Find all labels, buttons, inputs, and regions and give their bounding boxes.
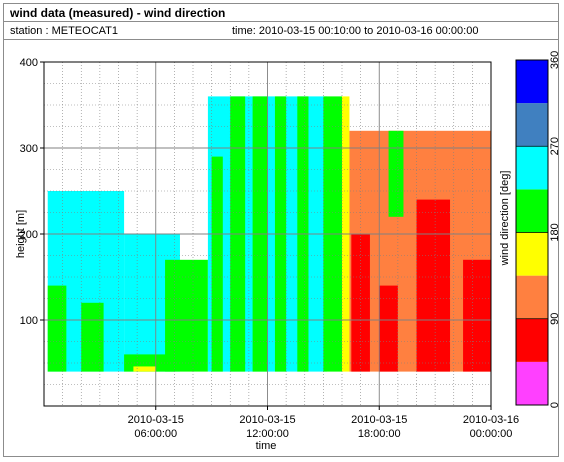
title-bar: wind data (measured) - wind direction — [4, 4, 558, 22]
colorbar-bin-6 — [516, 103, 548, 147]
colorbar-label: wind direction [deg] — [499, 171, 511, 267]
colorbar-tick-label: 360 — [549, 51, 561, 69]
heatmap-cell-19 — [416, 199, 451, 372]
x-tick-label-date: 2010-03-15 — [128, 414, 184, 426]
heatmap-cell-5 — [165, 259, 208, 372]
colorbar-tick-label: 180 — [549, 223, 561, 241]
y-tick-label: 100 — [20, 315, 38, 327]
x-tick-label-date: 2010-03-15 — [351, 414, 407, 426]
colorbar-tick-label: 0 — [549, 402, 561, 408]
x-tick-label-time: 00:00:00 — [470, 428, 513, 440]
heatmap-cell-21 — [388, 130, 404, 217]
grid-lines — [44, 62, 491, 406]
colorbar-bin-7 — [516, 60, 548, 104]
heatmap-cell-8 — [211, 156, 223, 372]
y-axis-ticks: 100 200 300 400 — [20, 57, 44, 327]
info-bar: station : METEOCAT1 time: 2010-03-15 00:… — [4, 23, 558, 40]
colorbar-bin-3 — [516, 232, 548, 276]
colorbar: 0 90 180 270 360 — [515, 51, 561, 408]
station-label: station : METEOCAT1 — [10, 25, 118, 37]
colorbar-tick-label: 270 — [549, 137, 561, 155]
y-tick-label: 400 — [20, 57, 38, 69]
heatmap-cell-6 — [133, 366, 156, 372]
colorbar-bin-0 — [516, 361, 548, 405]
heatmap-cell-1 — [47, 285, 67, 372]
y-axis-label: height [m] — [15, 210, 27, 258]
x-axis-label: time — [256, 440, 277, 452]
x-tick-label-date: 2010-03-16 — [463, 414, 519, 426]
time-range-label: time: 2010-03-15 00:10:00 to 2010-03-16 … — [232, 25, 479, 37]
chart-title: wind data (measured) - wind direction — [10, 6, 226, 20]
colorbar-bin-5 — [516, 146, 548, 190]
heatmap-cell-20 — [463, 259, 491, 372]
heatmap-cell-18 — [379, 285, 398, 372]
y-tick-label: 300 — [20, 143, 38, 155]
colorbar-bin-2 — [516, 275, 548, 319]
colorbar-bin-1 — [516, 318, 548, 362]
x-tick-label-time: 06:00:00 — [134, 428, 177, 440]
colorbar-bin-4 — [516, 189, 548, 233]
y-tick-label: 200 — [20, 229, 38, 241]
heatmap-cell-2 — [81, 302, 104, 372]
colorbar-tick-label: 90 — [549, 313, 561, 325]
x-axis-ticks: 2010-03-15 06:00:00 2010-03-15 12:00:00 2010… — [128, 406, 519, 440]
x-tick-label-date: 2010-03-15 — [239, 414, 295, 426]
x-tick-label-time: 18:00:00 — [358, 428, 401, 440]
x-tick-label-time: 12:00:00 — [246, 428, 289, 440]
